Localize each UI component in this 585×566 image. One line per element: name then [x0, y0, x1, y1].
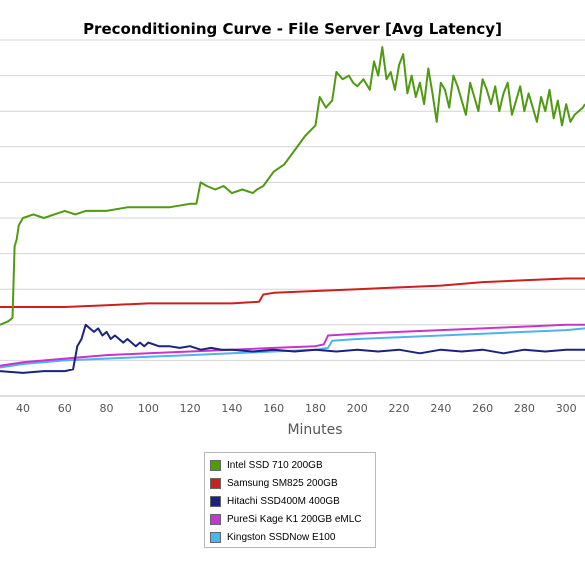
x-tick-label: 120: [180, 402, 201, 415]
series-line-intel-ssd-710-200gb: [0, 46, 585, 326]
legend-swatch: [210, 477, 221, 489]
x-tick-label: 280: [514, 402, 535, 415]
x-tick-label: 180: [305, 402, 326, 415]
legend-label: Kingston SSDNow E100: [227, 531, 336, 543]
legend-item: Samsung SM825 200GB: [210, 474, 375, 492]
x-tick-label: 80: [100, 402, 114, 415]
legend-item: Kingston SSDNow E100: [210, 528, 375, 546]
x-tick-label: 60: [58, 402, 72, 415]
legend-label: Samsung SM825 200GB: [227, 477, 338, 489]
x-tick-label: 200: [347, 402, 368, 415]
series-line-kingston-ssdnow-e100: [0, 327, 585, 369]
legend-swatch: [210, 531, 221, 543]
x-tick-label: 260: [472, 402, 493, 415]
legend-label: PureSi Kage K1 200GB eMLC: [227, 513, 362, 525]
series-line-hitachi-ssd400m-400gb: [0, 323, 585, 374]
legend-label: Hitachi SSD400M 400GB: [227, 495, 340, 507]
legend: Intel SSD 710 200GB Samsung SM825 200GB Hi…: [204, 452, 376, 548]
x-tick-label: 40: [16, 402, 30, 415]
series-line-puresi-kage-k1-200gb-emlc: [0, 323, 585, 367]
legend-label: Intel SSD 710 200GB: [227, 459, 323, 471]
x-tick-label: 240: [430, 402, 451, 415]
series-lines: [0, 46, 585, 374]
legend-item: PureSi Kage K1 200GB eMLC: [210, 510, 375, 528]
x-tick-label: 100: [138, 402, 159, 415]
series-line-samsung-sm825-200gb: [0, 277, 585, 308]
x-axis-title: Minutes: [287, 422, 343, 438]
legend-swatch: [210, 513, 221, 525]
legend-swatch: [210, 459, 221, 471]
legend-item: Intel SSD 710 200GB: [210, 456, 375, 474]
gridlines: [0, 39, 585, 397]
chart-title: Preconditioning Curve - File Server [Avg…: [83, 20, 502, 38]
x-tick-label: 140: [221, 402, 242, 415]
x-tick-label: 300: [556, 402, 577, 415]
legend-item: Hitachi SSD400M 400GB: [210, 492, 375, 510]
x-tick-label: 160: [263, 402, 284, 415]
legend-swatch: [210, 495, 221, 507]
x-tick-labels: 40 60 80 100 120 140 160 180 200 220 240 260 280 300: [16, 402, 577, 415]
x-tick-label: 220: [389, 402, 410, 415]
